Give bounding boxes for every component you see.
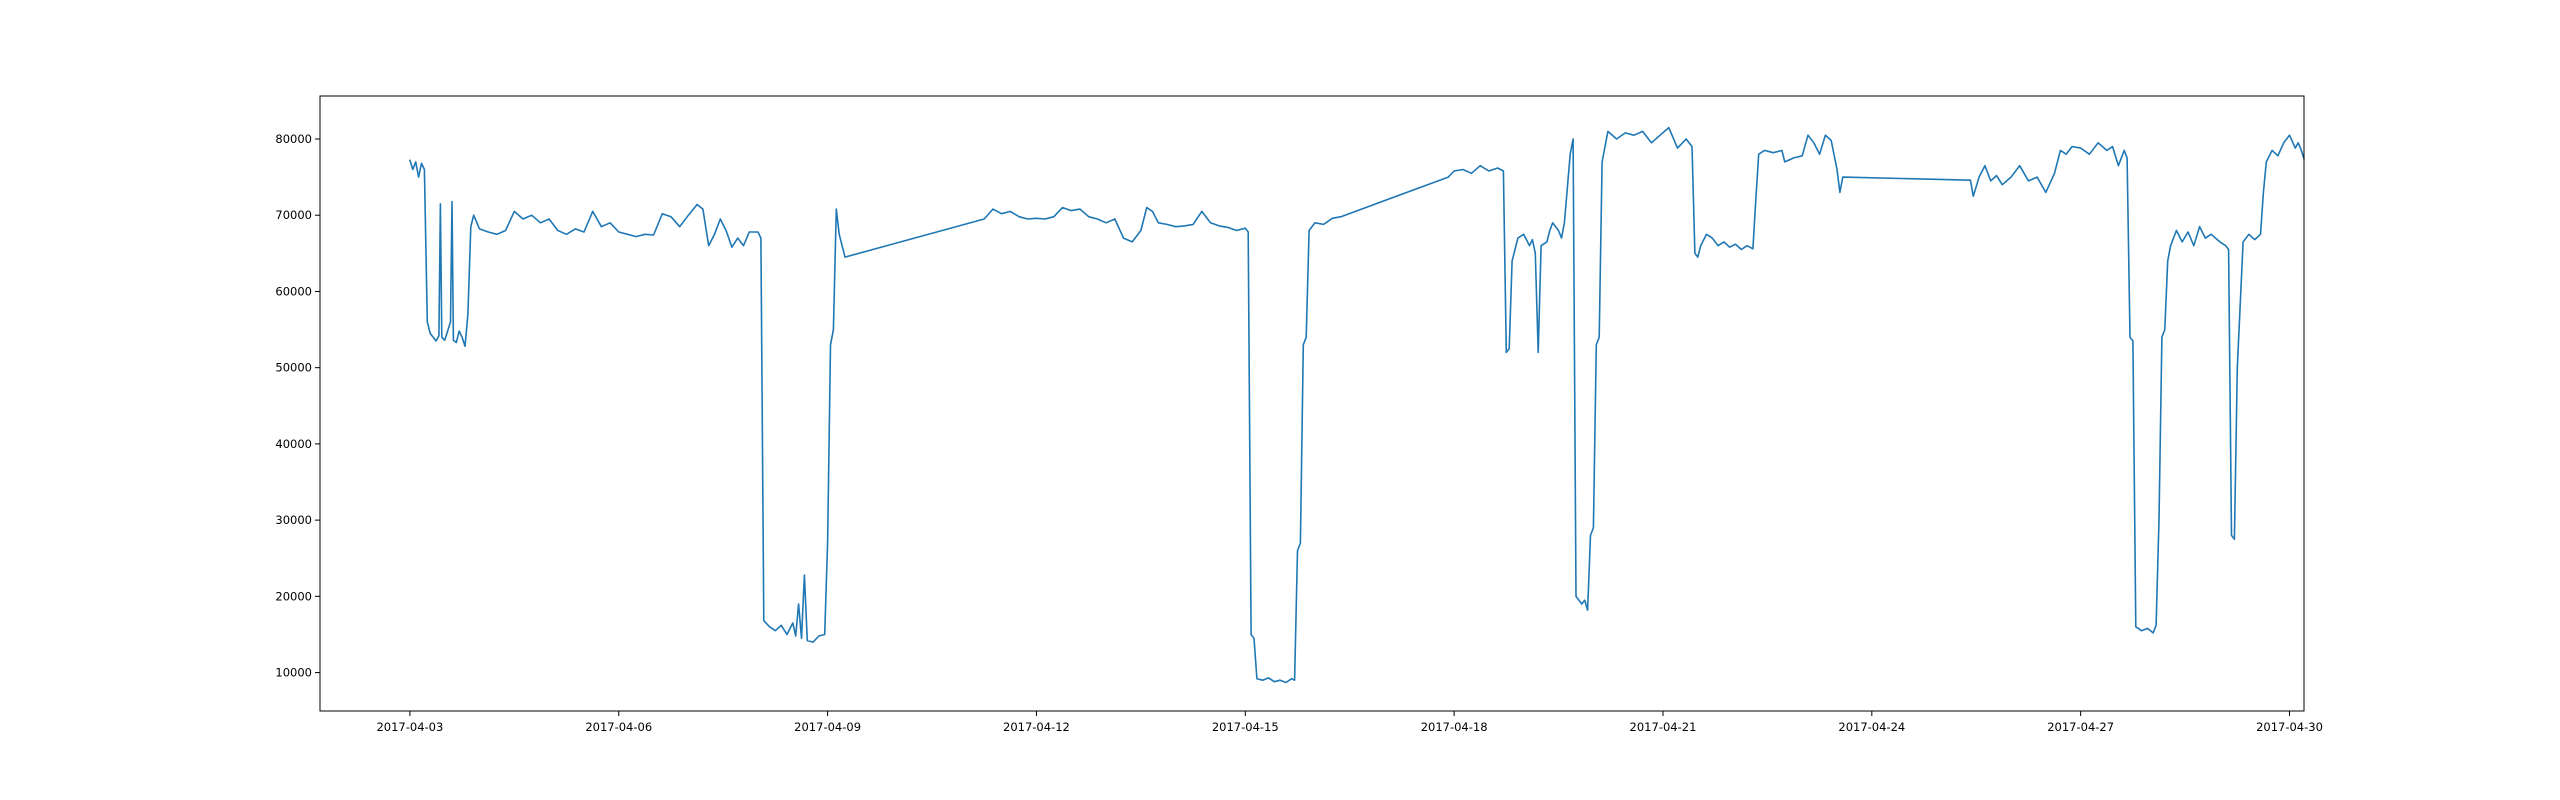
y-tick-label: 10000	[275, 666, 312, 680]
y-tick-label: 30000	[275, 513, 312, 527]
x-tick-label: 2017-04-03	[376, 720, 443, 734]
x-tick-label: 2017-04-18	[1421, 720, 1488, 734]
y-tick-label: 60000	[275, 284, 312, 298]
y-tick-label: 20000	[275, 589, 312, 603]
y-tick-label: 50000	[275, 361, 312, 375]
x-tick-label: 2017-04-24	[1838, 720, 1905, 734]
x-axis: 2017-04-03 2017-04-06 2017-04-09 2017-04-12…	[376, 711, 2323, 734]
x-tick-label: 2017-04-06	[585, 720, 652, 734]
x-tick-label: 2017-04-21	[1630, 720, 1697, 734]
series-line-0	[409, 126, 2305, 684]
y-tick-label: 70000	[275, 208, 312, 222]
plot-area	[319, 95, 2305, 712]
x-tick-label: 2017-04-15	[1212, 720, 1279, 734]
x-tick-label: 2017-04-30	[2256, 720, 2323, 734]
y-tick-label: 80000	[275, 132, 312, 146]
x-tick-label: 2017-04-12	[1003, 720, 1070, 734]
y-axis: 10000 20000 30000 40000 50000 60000 70000 80000	[275, 132, 320, 680]
x-tick-label: 2017-04-27	[2047, 720, 2114, 734]
axes-frame	[319, 95, 2305, 712]
y-tick-label: 40000	[275, 437, 312, 451]
x-tick-label: 2017-04-09	[794, 720, 861, 734]
